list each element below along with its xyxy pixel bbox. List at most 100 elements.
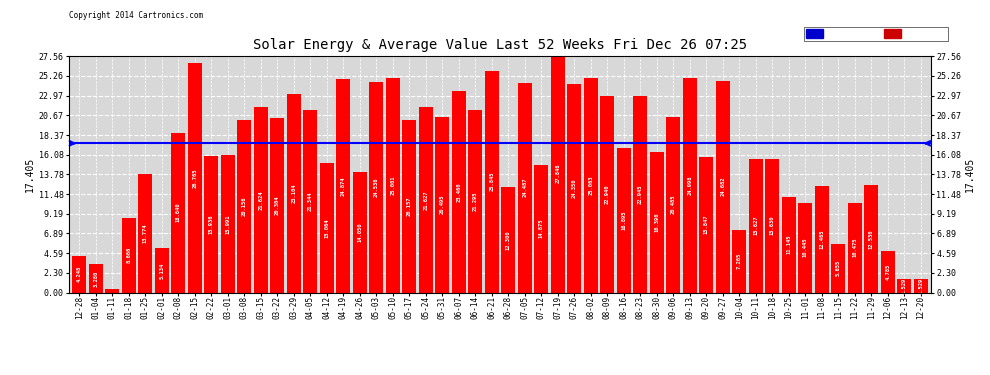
Text: 23.460: 23.460 xyxy=(456,182,461,202)
Text: 24.682: 24.682 xyxy=(720,177,726,197)
Bar xyxy=(649,152,663,292)
Bar xyxy=(550,54,564,292)
Y-axis label: 17.405: 17.405 xyxy=(25,157,35,192)
Text: 5.134: 5.134 xyxy=(159,262,164,279)
Text: 20.495: 20.495 xyxy=(440,195,445,214)
Bar xyxy=(154,249,168,292)
Text: 26.765: 26.765 xyxy=(192,168,197,188)
Y-axis label: 17.405: 17.405 xyxy=(965,157,975,192)
Bar xyxy=(634,96,647,292)
Bar xyxy=(270,118,284,292)
Text: 4.248: 4.248 xyxy=(76,266,82,282)
Bar xyxy=(320,164,334,292)
Text: 25.063: 25.063 xyxy=(588,176,593,195)
Bar xyxy=(832,244,845,292)
Text: 5.655: 5.655 xyxy=(836,260,841,276)
Bar xyxy=(436,117,449,292)
Text: 12.465: 12.465 xyxy=(819,230,825,249)
Bar xyxy=(369,82,383,292)
Bar xyxy=(386,78,400,292)
Text: 27.846: 27.846 xyxy=(555,164,560,183)
Bar xyxy=(451,92,465,292)
Bar xyxy=(716,81,730,292)
Bar xyxy=(600,96,614,292)
Text: 25.001: 25.001 xyxy=(390,176,395,195)
Text: 15.991: 15.991 xyxy=(225,214,231,234)
Bar xyxy=(748,159,762,292)
Text: 24.874: 24.874 xyxy=(341,176,346,196)
Text: 16.390: 16.390 xyxy=(654,213,659,232)
Bar xyxy=(253,107,267,292)
Text: 16.895: 16.895 xyxy=(621,210,627,230)
Text: 12.530: 12.530 xyxy=(868,229,874,249)
Bar xyxy=(221,155,235,292)
Bar xyxy=(881,252,895,292)
Text: 12.300: 12.300 xyxy=(506,230,511,249)
Bar xyxy=(535,165,548,292)
Bar xyxy=(914,279,928,292)
Text: 21.344: 21.344 xyxy=(308,191,313,211)
Bar xyxy=(105,289,119,292)
Text: 20.485: 20.485 xyxy=(670,195,676,214)
Text: 10.445: 10.445 xyxy=(803,238,808,258)
Text: 25.845: 25.845 xyxy=(489,172,494,192)
Bar xyxy=(171,133,185,292)
Title: Solar Energy & Average Value Last 52 Weeks Fri Dec 26 07:25: Solar Energy & Average Value Last 52 Wee… xyxy=(252,38,747,52)
Text: 4.785: 4.785 xyxy=(885,264,890,280)
Bar xyxy=(584,78,598,292)
Text: 20.304: 20.304 xyxy=(274,196,280,215)
Bar xyxy=(733,230,746,292)
Text: 24.350: 24.350 xyxy=(571,178,577,198)
Text: 15.847: 15.847 xyxy=(704,215,709,234)
Text: 18.640: 18.640 xyxy=(175,203,181,222)
Bar xyxy=(139,174,152,292)
Bar xyxy=(897,279,911,292)
Bar xyxy=(402,120,416,292)
Bar xyxy=(352,172,366,292)
Bar xyxy=(122,218,136,292)
Text: 21.624: 21.624 xyxy=(258,190,263,210)
Bar xyxy=(89,264,103,292)
Text: 1.529: 1.529 xyxy=(918,278,924,294)
Bar xyxy=(815,186,829,292)
Text: 21.627: 21.627 xyxy=(423,190,429,210)
Text: 20.157: 20.157 xyxy=(407,196,412,216)
Text: 3.280: 3.280 xyxy=(93,270,98,286)
Bar xyxy=(303,110,317,292)
Text: 15.630: 15.630 xyxy=(769,216,775,235)
Legend: Average  ($), Daily  ($): Average ($), Daily ($) xyxy=(804,27,948,41)
Text: 7.265: 7.265 xyxy=(737,253,742,270)
Bar xyxy=(683,78,697,292)
Text: 11.145: 11.145 xyxy=(786,235,791,255)
Text: 8.666: 8.666 xyxy=(126,247,132,264)
Bar xyxy=(337,79,350,292)
Bar xyxy=(567,84,581,292)
Text: 22.945: 22.945 xyxy=(638,184,643,204)
Bar xyxy=(765,159,779,292)
Bar xyxy=(617,148,631,292)
Text: 21.295: 21.295 xyxy=(472,192,478,211)
Bar xyxy=(501,187,515,292)
Bar xyxy=(72,256,86,292)
Text: 13.774: 13.774 xyxy=(143,224,148,243)
Bar xyxy=(798,203,812,292)
Bar xyxy=(468,110,482,292)
Text: 20.156: 20.156 xyxy=(242,196,247,216)
Bar xyxy=(699,157,713,292)
Text: 1.529: 1.529 xyxy=(902,278,907,294)
Text: 14.050: 14.050 xyxy=(357,222,362,242)
Text: Copyright 2014 Cartronics.com: Copyright 2014 Cartronics.com xyxy=(69,11,203,20)
Text: 15.064: 15.064 xyxy=(324,218,330,238)
Bar xyxy=(485,71,499,292)
Bar xyxy=(847,203,861,292)
Text: 23.104: 23.104 xyxy=(291,184,296,203)
Text: 22.940: 22.940 xyxy=(605,184,610,204)
Bar xyxy=(782,197,796,292)
Bar xyxy=(419,107,433,292)
Bar xyxy=(204,156,218,292)
Bar xyxy=(238,120,251,292)
Bar xyxy=(287,94,301,292)
Text: 15.627: 15.627 xyxy=(753,216,758,235)
Text: 24.536: 24.536 xyxy=(373,178,379,197)
Bar xyxy=(188,63,202,292)
